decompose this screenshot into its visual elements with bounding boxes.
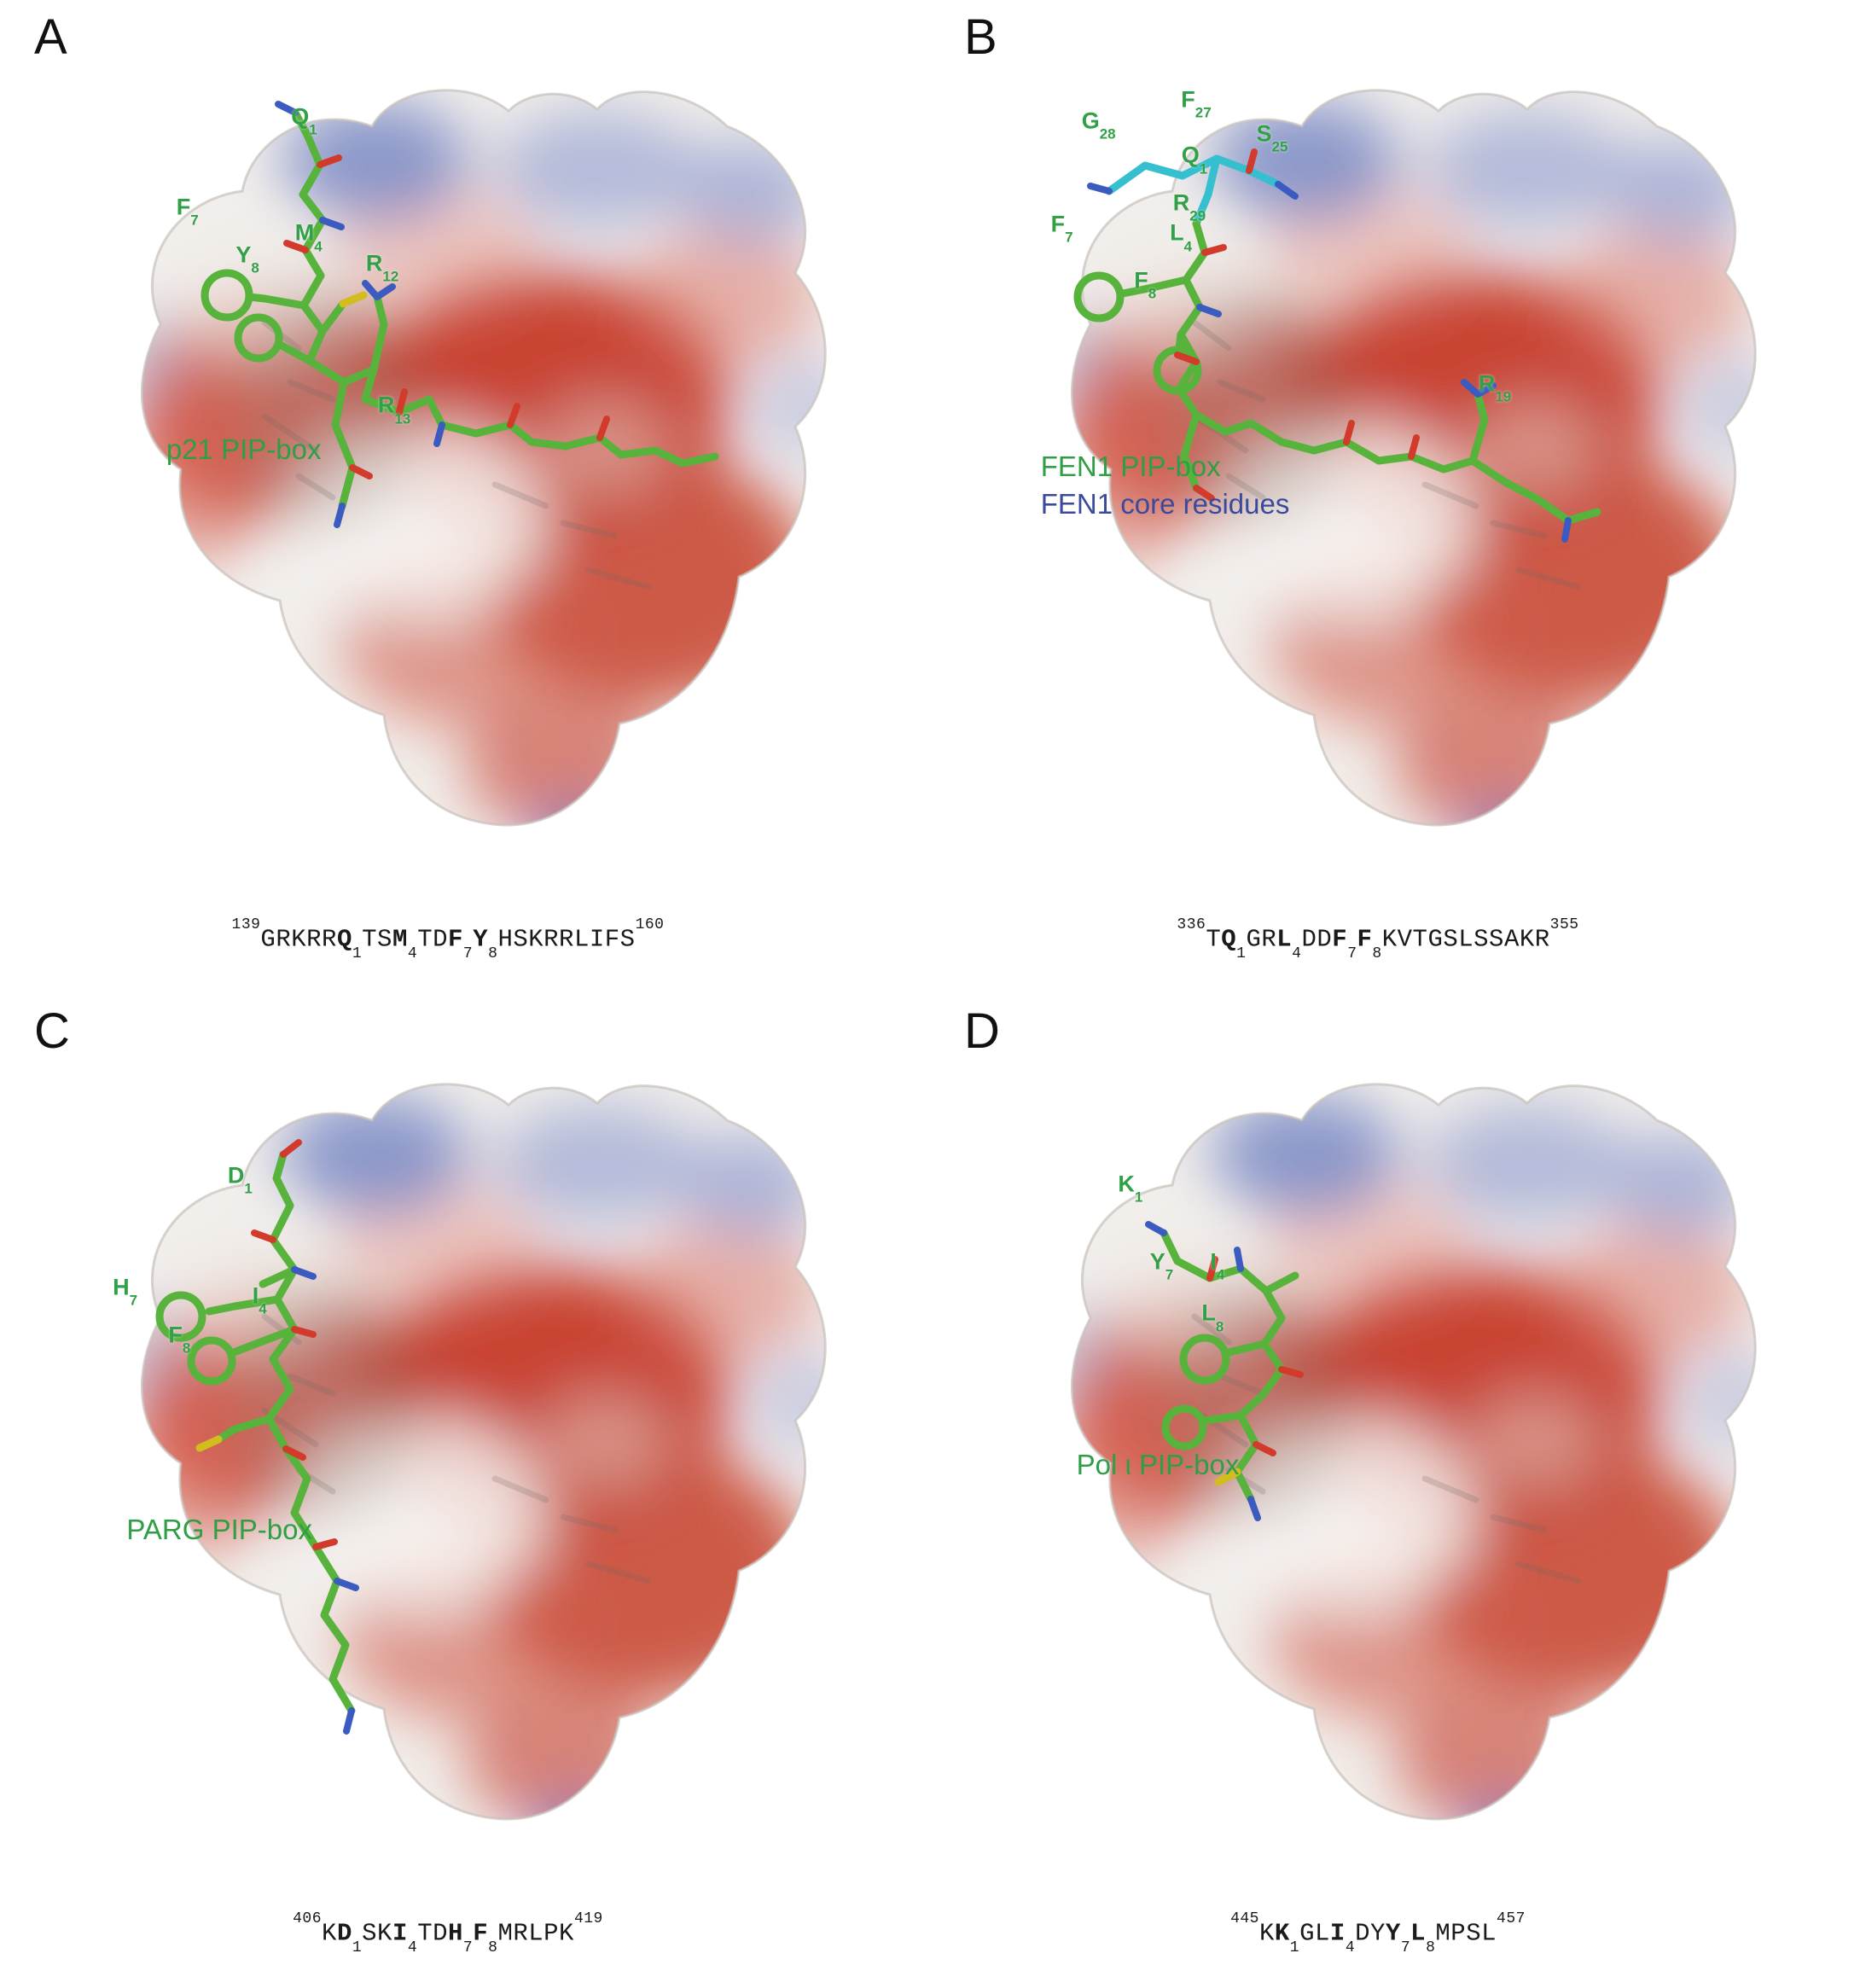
nitrogen-ticks <box>275 101 445 528</box>
oxygen-ticks <box>283 154 610 480</box>
peptide-fen1-core-sticks <box>1105 154 1282 228</box>
labels-overlay-c: PARG PIP-box D1 H7 I4 F8 <box>51 1035 845 1897</box>
annotation-p21-pip-box: p21 PIP-box <box>166 433 322 465</box>
structure-d: Pol ι PIP-box K1 Y7 I4 L8 <box>981 1035 1775 1897</box>
residue-label-F7: F7 <box>1050 211 1073 246</box>
residue-label-F8: F8 <box>168 1321 191 1357</box>
residue-label-R12: R12 <box>365 249 399 285</box>
residue-label-Y8: Y8 <box>235 241 259 276</box>
sequence-p21: 139GRKRRQ1TSM4TDF7Y8HSKRRLIFS160 <box>231 916 665 962</box>
legend-fen1: FEN1 PIP-box FEN1 core residues <box>1041 450 1290 526</box>
nitrogen-ticks <box>1087 181 1572 543</box>
residue-label-L8: L8 <box>1201 1299 1224 1334</box>
sulfur-tick <box>1214 1468 1241 1486</box>
residue-label-I4: I4 <box>1210 1247 1225 1283</box>
sequence-poli: 445KK1GLI4DYY7L8MPSL457 <box>1230 1910 1526 1956</box>
sulfur-tick <box>339 291 368 308</box>
residue-label-R19: R19 <box>1478 370 1512 405</box>
peptide-fen1-pip-sticks <box>1073 219 1601 525</box>
annotation-poli-pip-box: Pol ι PIP-box <box>1076 1448 1240 1480</box>
residue-label-H7: H7 <box>113 1274 138 1309</box>
panel-d: D <box>930 994 1860 1988</box>
peptide-poli-sticks <box>1160 1229 1299 1503</box>
oxygen-ticks <box>251 1139 338 1550</box>
residue-label-M4: M4 <box>294 219 323 254</box>
legend-fen1-core-residues: FEN1 core residues <box>1040 487 1290 520</box>
panel-letter-d: D <box>964 1003 1000 1059</box>
labels-overlay-d: Pol ι PIP-box K1 Y7 I4 L8 <box>981 1035 1775 1897</box>
structure-a: p21 PIP-box Q1 F7 M4 Y8 R12 R13 <box>51 41 845 903</box>
residue-label-R13: R13 <box>377 392 411 427</box>
labels-overlay-b: FEN1 PIP-box FEN1 core residues G28 F27 S2… <box>981 41 1775 903</box>
surface-image-p21 <box>51 41 845 903</box>
nitrogen-ticks <box>1145 1221 1261 1521</box>
panel-letter-a: A <box>34 9 67 65</box>
residue-label-G28: G28 <box>1081 108 1116 142</box>
residue-label-R29: R29 <box>1172 189 1206 224</box>
residue-label-Q1: Q1 <box>1181 142 1208 177</box>
structure-b: FEN1 PIP-box FEN1 core residues G28 F27 S2… <box>981 41 1775 903</box>
panel-b: B <box>930 0 1860 994</box>
panel-letter-c: C <box>34 1003 70 1059</box>
residue-label-F27: F27 <box>1181 85 1212 121</box>
annotation-parg-pip-box: PARG PIP-box <box>126 1513 312 1545</box>
sulfur-tick <box>195 1435 223 1452</box>
sequence-fen1: 336TQ1GRL4DDF7F8KVTGSLSSAKR355 <box>1177 916 1579 962</box>
residue-label-I4: I4 <box>252 1282 267 1317</box>
panel-letter-b: B <box>964 9 997 65</box>
residue-label-K1: K1 <box>1118 1171 1143 1206</box>
residue-label-Q1: Q1 <box>291 103 317 138</box>
sequence-parg: 406KD1SKI4TDH7F8MRLPK419 <box>293 1910 603 1956</box>
panel-c: C <box>0 994 930 1988</box>
residue-label-L4: L4 <box>1170 219 1193 254</box>
residue-label-S25: S25 <box>1256 120 1288 155</box>
surface-image-poli <box>981 1035 1775 1897</box>
surface-image-fen1 <box>981 41 1775 903</box>
nitrogen-ticks <box>291 1266 359 1735</box>
structure-c: PARG PIP-box D1 H7 I4 F8 <box>51 1035 845 1897</box>
residue-label-D1: D1 <box>227 1161 253 1197</box>
labels-overlay-a: p21 PIP-box Q1 F7 M4 Y8 R12 R13 <box>51 41 845 903</box>
residue-label-Y7: Y7 <box>1149 1247 1174 1283</box>
panel-a: A <box>0 0 930 994</box>
residue-label-F7: F7 <box>176 194 199 229</box>
residue-label-F8: F8 <box>1134 267 1157 302</box>
surface-image-parg <box>51 1035 845 1897</box>
oxygen-ticks <box>1174 148 1420 502</box>
legend-fen1-pip-box: FEN1 PIP-box <box>1040 450 1221 482</box>
oxygen-ticks <box>1206 1256 1304 1456</box>
peptide-p21-sticks <box>201 108 719 510</box>
